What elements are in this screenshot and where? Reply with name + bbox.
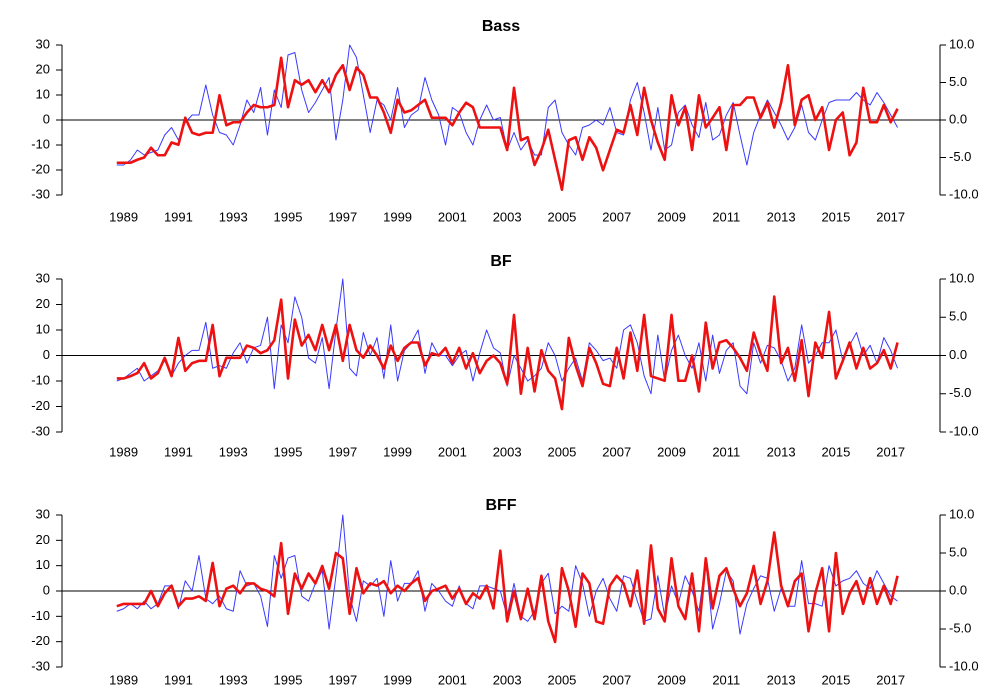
x-tick-label: 2003 [493, 209, 522, 224]
y2-tick-label: -5.0 [949, 385, 971, 400]
y-tick-label: -30 [31, 186, 50, 201]
x-tick-label: 1997 [328, 672, 357, 687]
y2-tick-label: 0.0 [949, 347, 967, 362]
x-tick-label: 2001 [438, 672, 467, 687]
y-tick-label: 0 [43, 111, 50, 126]
x-tick-label: 2007 [602, 444, 631, 459]
y-tick-label: 20 [36, 296, 50, 311]
y-tick-label: 20 [36, 61, 50, 76]
x-tick-label: 1989 [109, 444, 138, 459]
x-tick-label: 2017 [876, 672, 905, 687]
x-tick-label: 2009 [657, 672, 686, 687]
y-tick-label: 10 [36, 86, 50, 101]
x-tick-label: 1993 [219, 209, 248, 224]
x-tick-label: 1989 [109, 209, 138, 224]
x-tick-label: 1991 [164, 672, 193, 687]
x-tick-label: 2005 [547, 444, 576, 459]
y2-tick-label: -10.0 [949, 186, 979, 201]
x-tick-label: 2015 [821, 672, 850, 687]
y2-tick-label: 10.0 [949, 270, 974, 285]
x-tick-label: 2017 [876, 444, 905, 459]
x-tick-label: 2013 [767, 209, 796, 224]
x-tick-label: 1989 [109, 672, 138, 687]
x-tick-label: 2015 [821, 209, 850, 224]
y-tick-label: 0 [43, 347, 50, 362]
x-tick-label: 1999 [383, 209, 412, 224]
x-tick-label: 1995 [274, 209, 303, 224]
x-tick-label: 2009 [657, 444, 686, 459]
y2-tick-label: 5.0 [949, 74, 967, 89]
series-line [116, 531, 899, 644]
y-tick-label: -30 [31, 658, 50, 673]
x-tick-label: 1999 [383, 672, 412, 687]
x-tick-label: 1997 [328, 209, 357, 224]
y-tick-label: -20 [31, 633, 50, 648]
x-tick-label: 2013 [767, 672, 796, 687]
y2-tick-label: -5.0 [949, 620, 971, 635]
x-tick-label: 1993 [219, 444, 248, 459]
y-tick-label: -10 [31, 136, 50, 151]
y-tick-label: -20 [31, 161, 50, 176]
x-tick-label: 2011 [712, 209, 740, 224]
y2-tick-label: -10.0 [949, 658, 979, 673]
y-tick-label: 20 [36, 532, 50, 547]
x-tick-label: 1995 [274, 672, 303, 687]
chart-title: BFF [485, 497, 516, 514]
y-tick-label: 30 [36, 270, 50, 285]
y-tick-label: 0 [43, 582, 50, 597]
x-tick-label: 2003 [493, 444, 522, 459]
y2-tick-label: 10.0 [949, 36, 974, 51]
chart-title: BF [490, 253, 512, 270]
x-tick-label: 2003 [493, 672, 522, 687]
x-tick-label: 1999 [383, 444, 412, 459]
x-tick-label: 2011 [712, 672, 740, 687]
x-tick-label: 2015 [821, 444, 850, 459]
x-tick-label: 2001 [438, 209, 467, 224]
y2-tick-label: -10.0 [949, 423, 979, 438]
y2-tick-label: 0.0 [949, 582, 967, 597]
series-line [116, 295, 899, 411]
x-tick-label: 2011 [712, 444, 740, 459]
y-tick-label: 10 [36, 321, 50, 336]
x-tick-label: 2017 [876, 209, 905, 224]
y-tick-label: -10 [31, 372, 50, 387]
y-tick-label: -20 [31, 398, 50, 413]
x-tick-label: 1991 [164, 209, 193, 224]
x-tick-label: 2005 [547, 672, 576, 687]
x-tick-label: 2007 [602, 209, 631, 224]
y2-tick-label: -5.0 [949, 149, 971, 164]
y-tick-label: -30 [31, 423, 50, 438]
x-tick-label: 2013 [767, 444, 796, 459]
y-tick-label: 30 [36, 506, 50, 521]
x-tick-label: 1995 [274, 444, 303, 459]
series-line [116, 278, 899, 395]
y2-tick-label: 10.0 [949, 506, 974, 521]
y-tick-label: 30 [36, 36, 50, 51]
x-tick-label: 2007 [602, 672, 631, 687]
chart-title: Bass [482, 18, 520, 35]
y-tick-label: 10 [36, 557, 50, 572]
y2-tick-label: 5.0 [949, 309, 967, 324]
y2-tick-label: 0.0 [949, 111, 967, 126]
series-line [116, 56, 899, 192]
x-tick-label: 1991 [164, 444, 193, 459]
y2-tick-label: 5.0 [949, 544, 967, 559]
x-tick-label: 2005 [547, 209, 576, 224]
x-tick-label: 2009 [657, 209, 686, 224]
x-tick-label: 2001 [438, 444, 467, 459]
x-tick-label: 1993 [219, 672, 248, 687]
y-tick-label: -10 [31, 608, 50, 623]
x-tick-label: 1997 [328, 444, 357, 459]
